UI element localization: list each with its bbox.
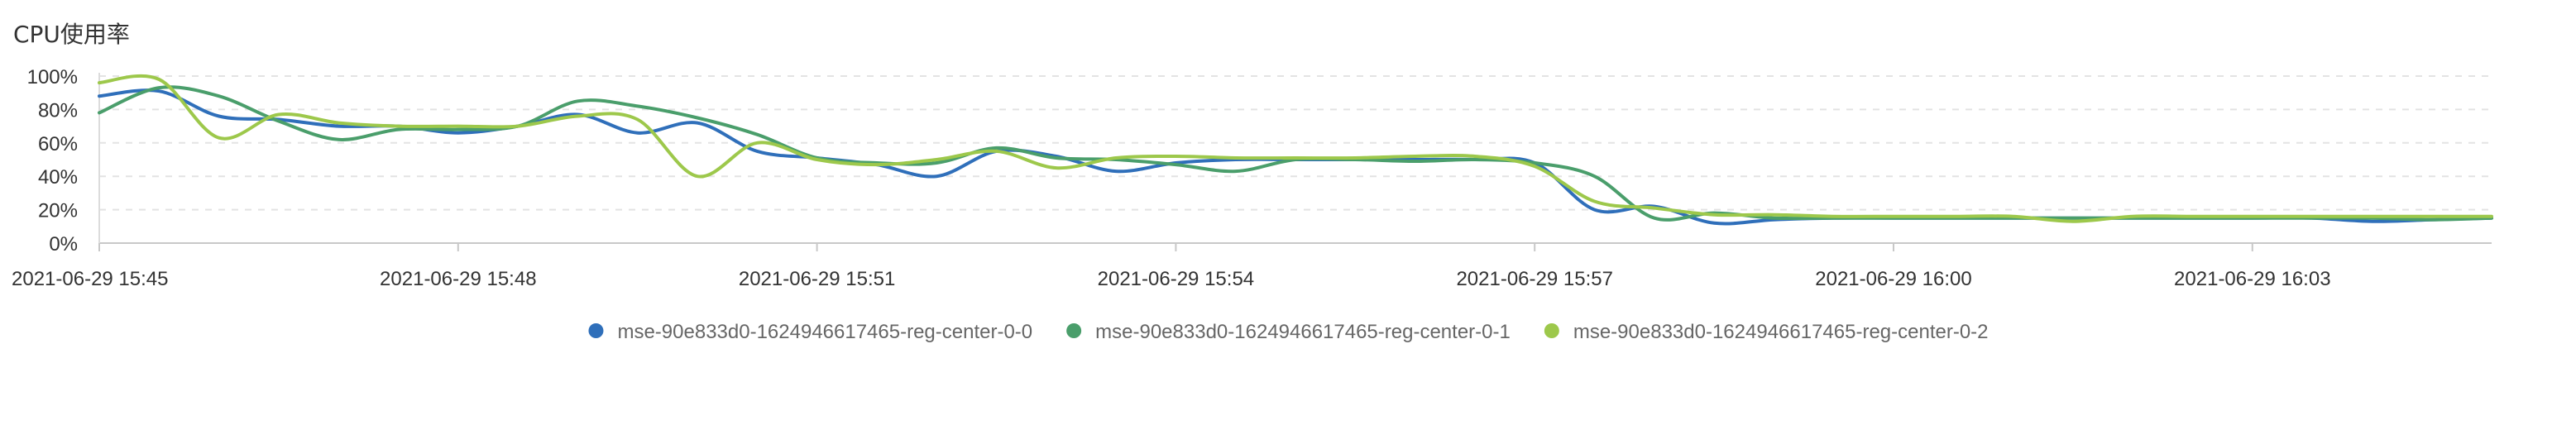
legend-marker [1066, 323, 1082, 338]
y-tick-label: 60% [38, 133, 78, 155]
x-tick-label: 2021-06-29 15:48 [380, 268, 537, 290]
y-tick-label: 100% [27, 66, 78, 88]
legend-item-0[interactable]: mse-90e833d0-1624946617465-reg-center-0-… [588, 321, 1032, 343]
series-line-1 [98, 85, 2493, 222]
legend-marker [1544, 323, 1559, 338]
x-tick-label: 2021-06-29 16:00 [1815, 268, 1972, 290]
legend-label: mse-90e833d0-1624946617465-reg-center-0-… [617, 321, 1032, 343]
x-tick-label: 2021-06-29 15:54 [1098, 268, 1255, 290]
legend-item-1[interactable]: mse-90e833d0-1624946617465-reg-center-0-… [1066, 321, 1511, 343]
x-tick-label: 2021-06-29 15:45 [12, 268, 169, 290]
x-tick-label: 2021-06-29 16:03 [2174, 268, 2331, 290]
y-tick-label: 80% [38, 99, 78, 122]
x-tick-label: 2021-06-29 15:51 [739, 268, 896, 290]
y-tick-label: 40% [38, 166, 78, 189]
chart-title: CPU使用率 [13, 21, 130, 48]
legend-label: mse-90e833d0-1624946617465-reg-center-0-… [1573, 321, 1989, 343]
series-line-2 [98, 74, 2493, 223]
y-tick-label: 0% [49, 233, 78, 255]
x-tick-label: 2021-06-29 15:57 [1456, 268, 1613, 290]
legend-marker [588, 323, 604, 338]
legend-label: mse-90e833d0-1624946617465-reg-center-0-… [1095, 321, 1511, 343]
legend: mse-90e833d0-1624946617465-reg-center-0-… [588, 321, 1989, 343]
legend-item-2[interactable]: mse-90e833d0-1624946617465-reg-center-0-… [1544, 321, 1989, 343]
y-tick-label: 20% [38, 200, 78, 222]
